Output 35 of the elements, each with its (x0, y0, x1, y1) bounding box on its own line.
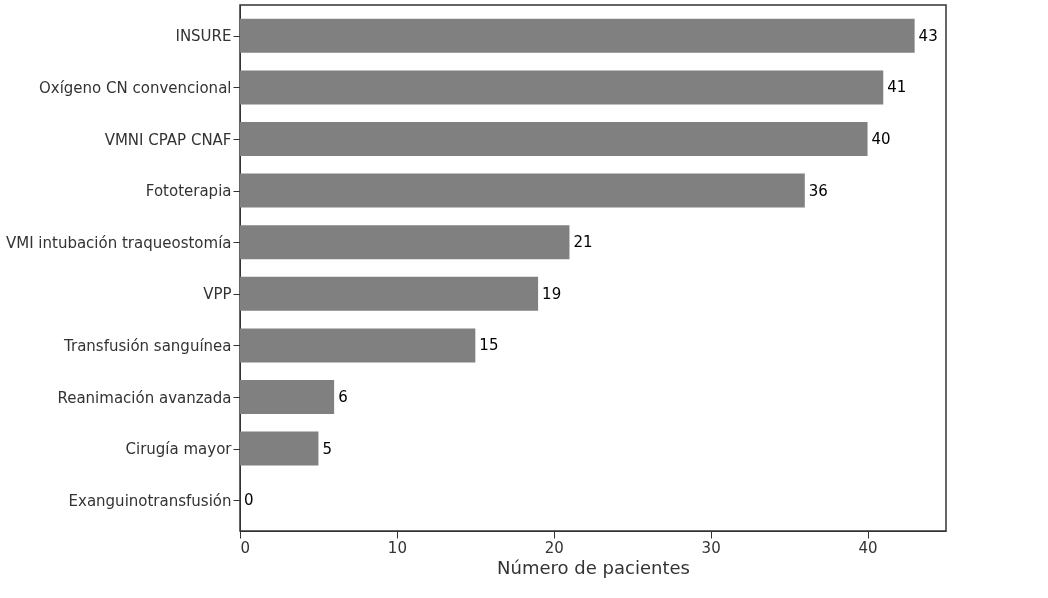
data-label: 43 (918, 26, 938, 45)
data-label: 40 (871, 130, 891, 148)
x-tick-label: 40 (858, 538, 878, 557)
x-tick-label: 30 (701, 538, 721, 557)
data-label: 36 (808, 181, 828, 200)
bar (240, 276, 539, 311)
bar (240, 328, 476, 363)
data-label: 6 (338, 388, 348, 406)
data-label: 0 (244, 491, 254, 510)
y-tick-label: VMI intubación traqueostomía (5, 233, 232, 252)
bar (240, 18, 915, 53)
y-tick-label: Reanimación avanzada (57, 388, 232, 407)
x-tick-label: 0 (240, 538, 251, 557)
x-tick-label: 20 (544, 538, 564, 557)
bar (240, 122, 868, 156)
data-label: 21 (573, 233, 593, 252)
data-label: 41 (887, 78, 907, 97)
bar (240, 431, 319, 466)
data-label: 15 (479, 336, 499, 355)
bar (240, 225, 570, 260)
x-tick-label: 10 (387, 538, 407, 557)
y-tick-label: Oxígeno CN convencional (38, 78, 232, 97)
data-label: 19 (542, 284, 562, 303)
data-label: 5 (322, 439, 332, 458)
bar (240, 380, 335, 414)
x-axis-title: Número de pacientes (497, 556, 690, 578)
y-tick-label: Exanguinotransfusión (68, 491, 232, 510)
bar (240, 70, 884, 105)
y-tick-label: INSURE (175, 27, 232, 46)
y-tick-label: Transfusión sanguínea (63, 336, 232, 355)
y-tick-label: VPP (203, 285, 232, 304)
y-tick-label: VMNI CPAP CNAF (104, 130, 232, 149)
y-tick-label: Fototerapia (145, 182, 232, 201)
bar (240, 173, 805, 208)
y-tick-label: Cirugía mayor (125, 440, 233, 459)
